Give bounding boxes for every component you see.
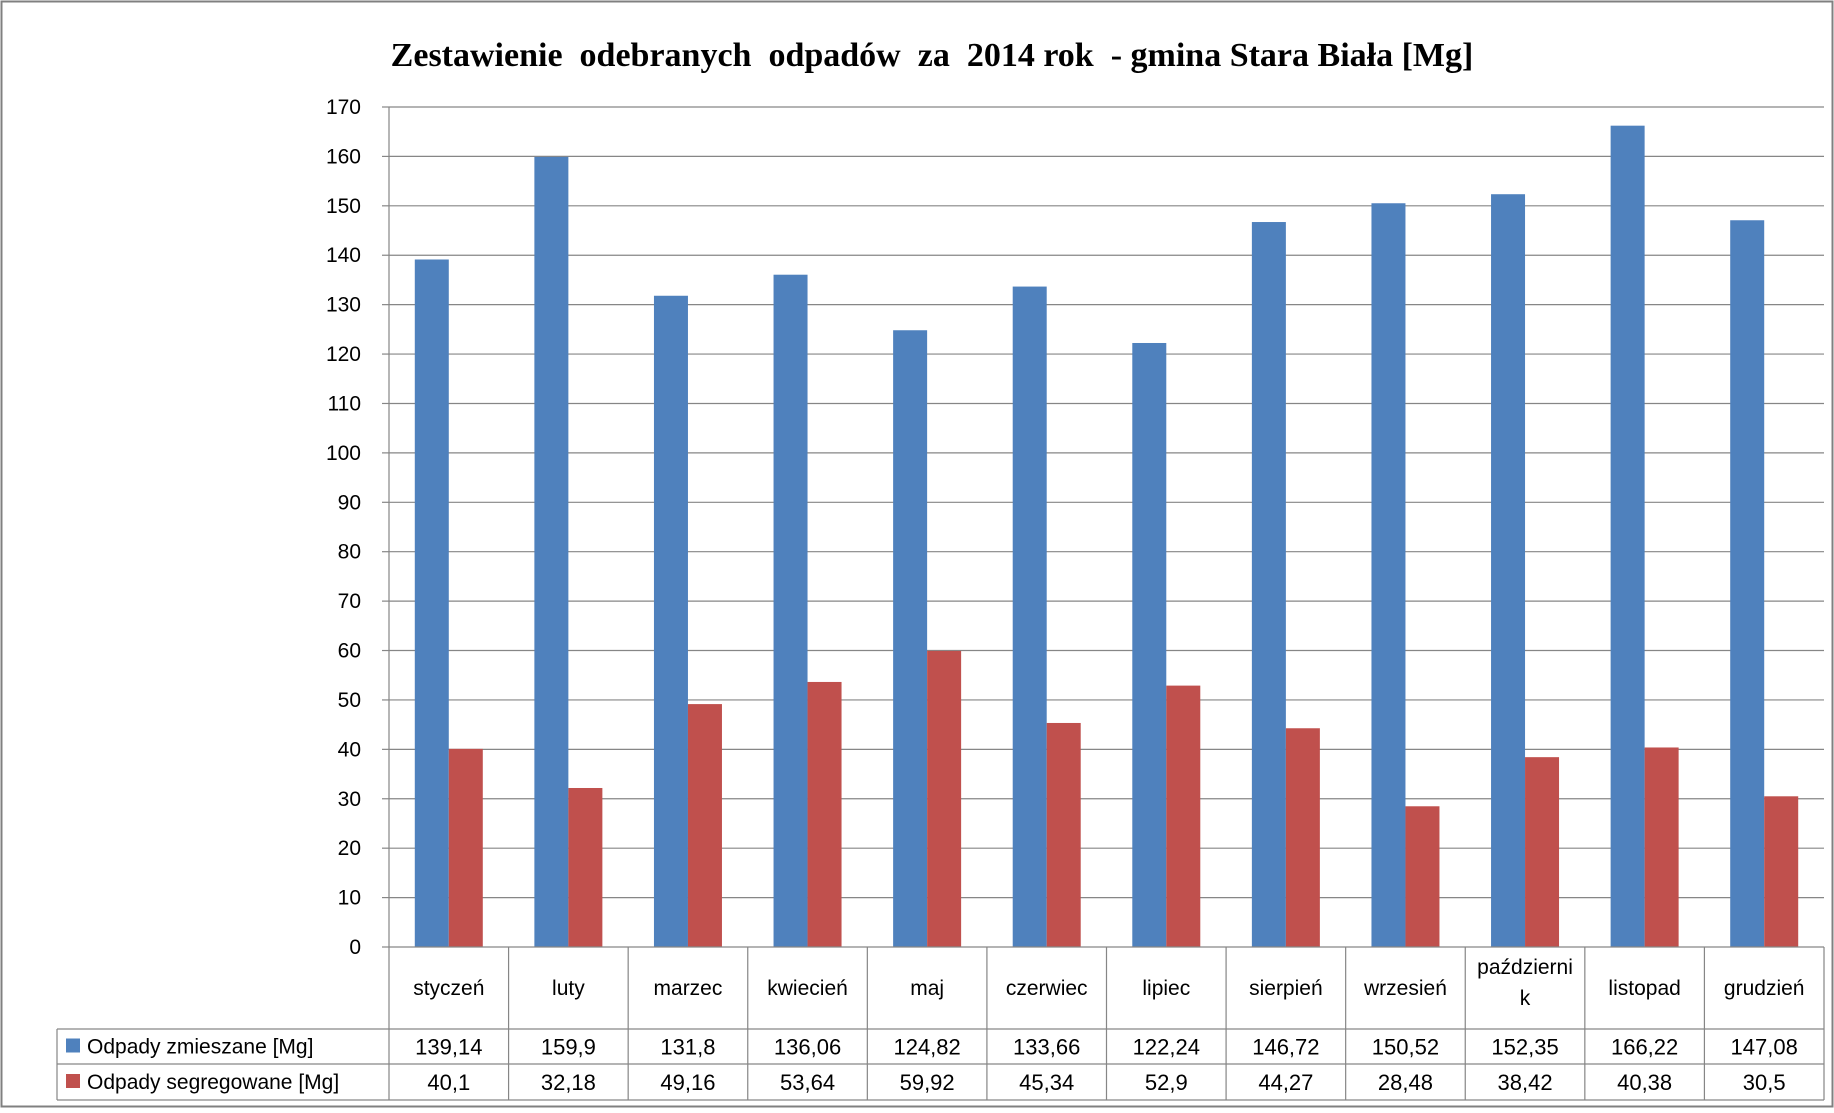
bar-zmieszane — [1251, 222, 1286, 948]
y-tick-label: 30 — [338, 788, 361, 811]
bar-segregowane — [568, 787, 603, 947]
data-label: 28,48 — [1378, 1070, 1433, 1095]
data-table: styczeń luty marzec kwiecień maj czerwiec lipi… — [56, 946, 1825, 1101]
category-label: kwiecień — [767, 977, 848, 1000]
data-label: 122,24 — [1133, 1035, 1200, 1060]
data-label: 131,8 — [660, 1035, 715, 1060]
category-label: wrzesień — [1363, 977, 1447, 1000]
data-label: 136,06 — [774, 1035, 841, 1060]
category-label: październi — [1477, 956, 1573, 979]
y-tick-label: 150 — [326, 195, 361, 218]
data-label: 159,9 — [541, 1035, 596, 1060]
bar-segregowane — [687, 704, 722, 947]
data-label: 44,27 — [1258, 1070, 1313, 1095]
bar-zmieszane — [414, 259, 449, 947]
y-tick-label: 80 — [338, 541, 361, 564]
chart-title: Zestawienie odebranych odpadów za 2014 r… — [391, 37, 1474, 74]
y-tick-label: 120 — [326, 343, 361, 366]
data-label: 40,1 — [427, 1070, 470, 1095]
y-tick-label: 100 — [326, 442, 361, 465]
bar-segregowane — [1405, 806, 1440, 947]
bar-segregowane — [448, 748, 483, 947]
y-tick-label: 130 — [326, 294, 361, 317]
y-tick-label: 50 — [338, 689, 361, 712]
data-label: 166,22 — [1611, 1035, 1678, 1060]
y-tick-label: 20 — [338, 837, 361, 860]
bar-segregowane — [1046, 722, 1081, 947]
y-tick-label: 60 — [338, 640, 361, 663]
bar-zmieszane — [1132, 342, 1167, 947]
legend-label: Odpady zmieszane [Mg] — [87, 1036, 313, 1059]
y-tick-label: 90 — [338, 491, 361, 514]
bar-zmieszane — [773, 274, 808, 948]
bar-segregowane — [1764, 796, 1799, 947]
bar-segregowane — [807, 681, 842, 947]
bar-segregowane — [1644, 747, 1679, 947]
y-tick-label: 40 — [338, 738, 361, 761]
data-label: 124,82 — [893, 1035, 960, 1060]
data-label: 49,16 — [660, 1070, 715, 1095]
bar-zmieszane — [1610, 125, 1645, 947]
data-label: 45,34 — [1019, 1070, 1074, 1095]
data-label: 30,5 — [1743, 1070, 1786, 1095]
data-label: 133,66 — [1013, 1035, 1080, 1060]
bar-zmieszane — [1730, 220, 1765, 947]
data-label: 150,52 — [1372, 1035, 1439, 1060]
bar-zmieszane — [1491, 194, 1526, 947]
data-label: 38,42 — [1498, 1070, 1553, 1095]
gridlines — [389, 106, 1824, 899]
category-label: k — [1520, 987, 1531, 1010]
bar-zmieszane — [653, 295, 688, 947]
data-label: 147,08 — [1731, 1035, 1798, 1060]
bar-zmieszane — [1012, 286, 1047, 947]
data-label: 40,38 — [1617, 1070, 1672, 1095]
y-tick-label: 0 — [349, 936, 361, 959]
y-tick-label: 110 — [328, 392, 361, 415]
bar-zmieszane — [1371, 203, 1406, 947]
y-tick-label: 10 — [338, 887, 361, 910]
data-label: 52,9 — [1145, 1070, 1188, 1095]
data-label: 59,92 — [900, 1070, 955, 1095]
bar-zmieszane — [534, 156, 569, 947]
bar-zmieszane — [893, 330, 928, 948]
category-label: marzec — [654, 977, 723, 1000]
data-label: 32,18 — [541, 1070, 596, 1095]
category-label: listopad — [1608, 977, 1680, 1000]
category-label: styczeń — [413, 977, 484, 1000]
bar-segregowane — [927, 650, 962, 947]
data-label: 139,14 — [415, 1035, 482, 1060]
data-label: 53,64 — [780, 1070, 835, 1095]
y-tick-label: 140 — [326, 244, 361, 267]
y-tick-label: 70 — [338, 590, 361, 613]
legend-label: Odpady segregowane [Mg] — [87, 1071, 339, 1094]
category-label: grudzień — [1724, 977, 1805, 1000]
category-label: sierpień — [1249, 977, 1323, 1000]
y-tick-label: 170 — [326, 96, 361, 119]
bar-segregowane — [1166, 685, 1201, 947]
data-label: 146,72 — [1252, 1035, 1319, 1060]
y-tick-label: 160 — [326, 145, 361, 168]
bar-segregowane — [1525, 757, 1560, 947]
legend-key — [66, 1038, 80, 1053]
y-axis: 0 10 20 30 40 50 60 70 80 90 100 110 120 130 140 150 160… — [326, 96, 390, 959]
category-label: luty — [552, 977, 585, 1000]
bar-segregowane — [1285, 728, 1320, 947]
category-label: czerwiec — [1006, 977, 1088, 1000]
category-label: maj — [910, 977, 944, 1000]
bars — [414, 125, 1799, 948]
category-label: lipiec — [1142, 977, 1190, 1000]
data-label: 152,35 — [1491, 1035, 1558, 1060]
legend-key — [66, 1074, 80, 1088]
